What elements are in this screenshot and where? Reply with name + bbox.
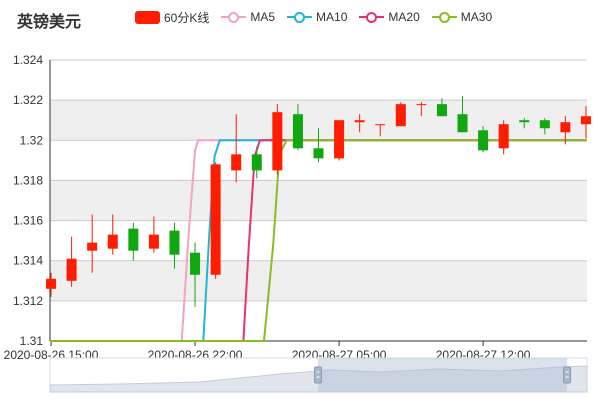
candle-body[interactable]	[231, 154, 242, 171]
ma10-legend-icon	[287, 10, 313, 24]
legend-item-kline[interactable]: 60分K线	[135, 9, 209, 26]
ma30-legend-icon	[431, 10, 457, 24]
ma20-legend-icon	[359, 10, 385, 24]
candle-body[interactable]	[334, 120, 345, 159]
candle-body[interactable]	[46, 278, 57, 289]
y-tick-label: 1.318	[13, 173, 43, 187]
y-tick-label: 1.314	[13, 254, 43, 268]
y-tick-label: 1.324	[13, 53, 43, 67]
candle-body[interactable]	[190, 252, 201, 275]
candle-body[interactable]	[478, 130, 489, 151]
candle-body[interactable]	[87, 242, 98, 251]
candle-body[interactable]	[210, 164, 221, 275]
grid-band	[50, 180, 587, 221]
legend-item-ma5[interactable]: MA5	[221, 10, 275, 24]
legend-label-ma30: MA30	[460, 10, 493, 24]
candle-body[interactable]	[498, 124, 509, 149]
candle-body[interactable]	[66, 258, 77, 281]
ma5-legend-icon	[221, 10, 247, 24]
chart-title: 英镑美元	[17, 14, 82, 31]
candle-body[interactable]	[292, 114, 303, 149]
candle-body[interactable]	[539, 120, 550, 129]
candle-body[interactable]	[313, 148, 324, 159]
legend-label-ma20: MA20	[388, 10, 420, 24]
data-zoom-window[interactable]	[317, 358, 568, 392]
candle-body[interactable]	[107, 234, 118, 249]
candle-body[interactable]	[580, 116, 591, 125]
y-tick-label: 1.322	[13, 93, 43, 107]
candle-body[interactable]	[148, 234, 159, 249]
candle-body[interactable]	[272, 112, 283, 171]
candle-body[interactable]	[375, 124, 386, 126]
candle-body[interactable]	[251, 154, 262, 171]
legend-label-ma10: MA10	[316, 10, 348, 24]
y-tick-label: 1.312	[13, 294, 43, 308]
candle-body[interactable]	[128, 228, 139, 251]
candle-body[interactable]	[395, 104, 406, 127]
zoom-handle-left[interactable]	[313, 366, 322, 384]
candle-body[interactable]	[519, 120, 530, 123]
ma30-line	[50, 139, 587, 342]
legend-label-kline: 60分K线	[164, 10, 210, 25]
candle-body[interactable]	[436, 104, 447, 117]
legend-item-ma30[interactable]: MA30	[431, 10, 493, 24]
candle-body[interactable]	[560, 122, 571, 133]
legend-label-ma5: MA5	[250, 10, 276, 24]
y-tick-label: 1.316	[13, 214, 43, 228]
legend: 60分K线 MA5 MA10 MA20 MA30	[135, 9, 504, 25]
grid-band	[50, 260, 587, 301]
y-tick-label: 1.31	[20, 334, 44, 348]
legend-item-ma10[interactable]: MA10	[287, 10, 347, 24]
y-tick-label: 1.32	[20, 133, 44, 147]
candle-body[interactable]	[354, 120, 365, 123]
kline-legend-icon	[135, 10, 160, 24]
legend-item-ma20[interactable]: MA20	[359, 10, 420, 24]
candle-body[interactable]	[169, 230, 180, 255]
candle-body[interactable]	[457, 114, 468, 133]
zoom-handle-right[interactable]	[563, 366, 572, 384]
candle-body[interactable]	[416, 104, 427, 106]
